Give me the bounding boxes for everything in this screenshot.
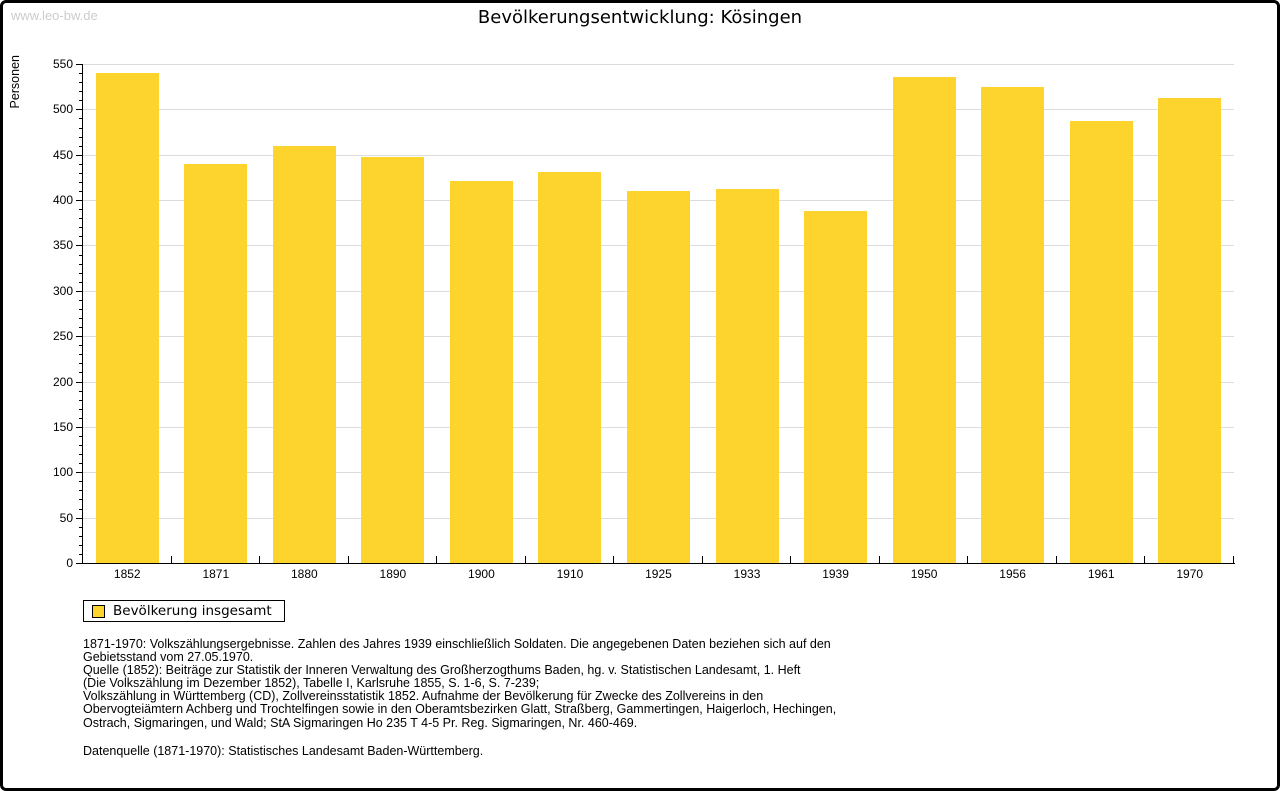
x-axis-tick (436, 556, 438, 563)
bar-1933 (715, 189, 779, 563)
x-axis-tick (878, 556, 880, 563)
x-axis-tick (1055, 556, 1057, 563)
footnote-line: Gebietsstand vom 27.05.1970. (83, 650, 254, 665)
x-axis-tick (790, 556, 792, 563)
x-axis-tick-label: 1900 (468, 567, 495, 581)
x-axis-tick (1233, 556, 1234, 563)
x-axis-tick-label: 1939 (822, 567, 849, 581)
bar-1880 (272, 145, 336, 563)
legend: Bevölkerung insgesamt (83, 600, 285, 622)
watermark: www.leo-bw.de (11, 8, 98, 23)
footnote-block: 1871-1970: Volkszählungsergebnisse. Zahl… (83, 637, 913, 730)
y-axis-tick-label: 250 (52, 329, 73, 344)
x-axis-tick-label: 1956 (999, 567, 1026, 581)
x-axis-tick (259, 556, 261, 563)
bar-1900 (449, 181, 513, 563)
x-axis-tick (347, 556, 349, 563)
bar-1871 (184, 163, 248, 563)
footnote-line: Quelle (1852): Beiträge zur Statistik de… (83, 663, 801, 678)
y-axis-tick-label: 400 (52, 193, 73, 208)
x-axis-tick-label: 1880 (290, 567, 318, 581)
gridline (83, 154, 1234, 156)
bar-1890 (361, 156, 425, 563)
x-axis-tick (1144, 556, 1146, 563)
bar-1852 (95, 73, 159, 563)
y-axis-tick-label: 350 (52, 238, 73, 253)
footnote-line: 1871-1970: Volkszählungsergebnisse. Zahl… (83, 637, 831, 651)
y-axis-tick-label: 450 (52, 147, 73, 162)
gridline (83, 64, 1234, 65)
bar-1925 (627, 191, 690, 563)
legend-swatch (92, 604, 105, 618)
x-axis-tick (701, 556, 703, 563)
x-axis-tick-label: 1890 (379, 567, 407, 581)
x-axis-line (82, 563, 1235, 564)
x-axis-tick-label: 1925 (645, 567, 672, 581)
bar-1970 (1158, 98, 1222, 563)
x-axis-tick-label: 1970 (1176, 567, 1204, 581)
chart-title: Bevölkerungsentwicklung: Kösingen (477, 7, 803, 28)
x-axis-tick (170, 556, 172, 563)
y-axis-tick-label: 300 (52, 283, 73, 298)
y-axis-tick-label: 50 (59, 510, 73, 525)
x-axis-tick-label: 1961 (1087, 567, 1115, 581)
bar-1910 (538, 171, 602, 563)
gridline (83, 109, 1234, 111)
bar-1939 (804, 210, 868, 563)
x-axis-tick (613, 556, 615, 563)
x-axis-tick-label: 1933 (733, 567, 761, 581)
legend-label: Bevölkerung insgesamt (113, 603, 272, 619)
y-axis-tick-label: 200 (52, 374, 73, 389)
footnote-line: (Die Volkszählung im Dezember 1852), Tab… (83, 676, 540, 691)
y-axis-title: Personen (8, 55, 22, 109)
datasource-line: Datenquelle (1871-1970): Statistisches L… (83, 744, 484, 758)
bar-1950 (892, 76, 956, 563)
y-axis-tick-label: 150 (52, 419, 73, 434)
x-axis-tick (524, 556, 526, 563)
x-axis-tick-label: 1910 (556, 567, 584, 581)
y-axis-line (82, 64, 83, 564)
x-axis-tick-label: 1950 (910, 567, 938, 581)
footnote-line: Volkszählung in Württemberg (CD), Zollve… (83, 689, 764, 704)
x-axis-tick-label: 1871 (202, 567, 230, 581)
bar-1961 (1069, 121, 1133, 563)
footnote-line: Ostrach, Sigmaringen, und Wald; StA Sigm… (83, 715, 638, 730)
x-axis-tick (967, 556, 969, 563)
plot-area (82, 64, 1235, 564)
y-axis-tick-label: 100 (52, 465, 73, 480)
y-axis-tick-label: 0 (66, 556, 73, 570)
bar-1956 (981, 86, 1045, 563)
x-axis-tick-label: 1852 (113, 567, 141, 581)
footnote-line: Obervogteiämtern Achberg und Trochtelfin… (83, 702, 837, 717)
